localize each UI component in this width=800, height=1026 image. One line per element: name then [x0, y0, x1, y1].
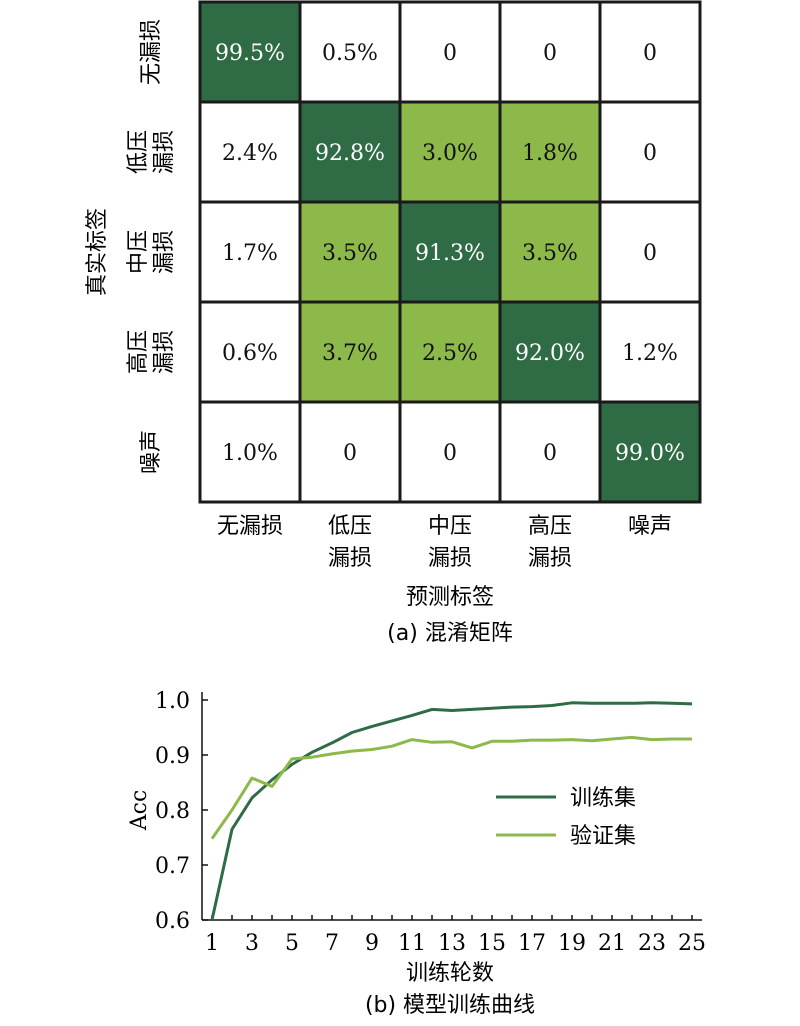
matrix-cell: [298, 0, 402, 104]
x-tick-label: 11: [398, 931, 426, 956]
row-label: 噪声: [139, 430, 164, 474]
y-axis-title-b: Acc: [127, 790, 152, 832]
cell-value: 0: [543, 41, 557, 66]
cell-value: 0.5%: [322, 41, 378, 66]
cell-value: 3.0%: [422, 141, 478, 166]
cell-value: 0: [643, 241, 657, 266]
column-label: 高压: [528, 514, 572, 539]
row-label-line: 高压: [126, 330, 151, 374]
matrix-cell: [498, 200, 602, 304]
x-tick-label: 23: [638, 931, 666, 956]
y-tick-label: 0.9: [155, 744, 190, 769]
matrix-cell: [598, 300, 702, 404]
cell-value: 1.7%: [222, 241, 278, 266]
y-tick-label: 0.8: [155, 799, 190, 824]
cell-value: 2.4%: [222, 141, 278, 166]
y-axis-title: 真实标签: [85, 208, 110, 296]
x-tick-label: 15: [478, 931, 506, 956]
line-chart-series: [210, 701, 693, 921]
y-tick-label: 0.7: [155, 854, 190, 879]
cell-value: 91.3%: [415, 241, 485, 266]
column-label: 漏损: [328, 546, 372, 571]
cell-value: 1.0%: [222, 441, 278, 466]
column-label: 噪声: [628, 514, 672, 539]
column-label: 漏损: [428, 546, 472, 571]
row-label-line: 漏损: [152, 330, 177, 374]
x-axis-title-b: 训练轮数: [406, 961, 494, 986]
x-axis-title: 预测标签: [406, 585, 494, 610]
cell-value: 0: [543, 441, 557, 466]
matrix-border: [198, 0, 702, 504]
cell-value: 0: [643, 41, 657, 66]
x-tick-label: 17: [518, 931, 546, 956]
column-label: 低压: [328, 514, 372, 539]
column-label: 无漏损: [217, 514, 283, 539]
cell-value: 0: [443, 41, 457, 66]
matrix-cell: [398, 100, 502, 204]
cell-value: 99.5%: [215, 41, 285, 66]
row-label: 低压 漏损: [126, 130, 177, 174]
row-label: 中压 漏损: [126, 230, 177, 274]
row-label-line: 漏损: [152, 130, 177, 174]
cell-value: 1.8%: [522, 141, 578, 166]
series-line: [210, 735, 692, 840]
row-label-line: 低压: [126, 130, 151, 174]
matrix-cell: [498, 300, 602, 404]
cell-value: 92.0%: [515, 341, 585, 366]
x-tick-label: 5: [285, 931, 299, 956]
x-tick-label: 13: [438, 931, 466, 956]
caption-b: (b) 模型训练曲线: [365, 993, 535, 1018]
matrix-cell: [298, 400, 402, 504]
row-label-line: 中压: [126, 230, 151, 274]
legend-label: 训练集: [570, 786, 636, 811]
cell-value: 3.5%: [522, 241, 578, 266]
cell-value: 0.6%: [222, 341, 278, 366]
matrix-cell: [398, 400, 502, 504]
x-tick-label: 25: [678, 931, 706, 956]
legend-label: 验证集: [570, 824, 636, 849]
row-label: 无漏损: [139, 19, 164, 85]
row-label: 高压 漏损: [126, 330, 177, 374]
confusion-matrix-grid: 99.5% 0.5% 0 0 0 2.4% 92.8% 3.0% 1.8% 0 1.7% 3.5% 91…: [198, 0, 702, 504]
cell-value: 99.0%: [615, 441, 685, 466]
row-label-line: 噪声: [139, 430, 164, 474]
matrix-cell: [298, 300, 402, 404]
cell-value: 3.5%: [322, 241, 378, 266]
cell-value: 3.7%: [322, 341, 378, 366]
y-tick-label: 0.6: [155, 909, 190, 934]
x-tick-label: 9: [365, 931, 379, 956]
series-line: [210, 701, 693, 921]
column-label: 漏损: [528, 546, 572, 571]
x-tick-label: 19: [558, 931, 586, 956]
cell-value: 92.8%: [315, 141, 385, 166]
line-chart-axes: 0.60.70.80.91.01 3 5 7 9 11 13 15 17 19 21 23 25: [155, 689, 706, 956]
matrix-cell: [598, 100, 702, 204]
x-tick-label: 7: [325, 931, 339, 956]
x-tick-label: 3: [245, 931, 259, 956]
cell-value: 0: [443, 441, 457, 466]
matrix-cell: [298, 200, 402, 304]
y-tick-label: 1.0: [155, 689, 190, 714]
row-label-line: 无漏损: [139, 19, 164, 85]
x-tick-label: 1: [205, 931, 219, 956]
x-tick-label: 21: [598, 931, 626, 956]
caption-a: (a) 混淆矩阵: [387, 621, 513, 646]
cell-value: 1.2%: [622, 341, 678, 366]
cell-value: 0: [643, 141, 657, 166]
cell-value: 2.5%: [422, 341, 478, 366]
cell-value: 0: [343, 441, 357, 466]
column-label: 中压: [428, 514, 472, 539]
row-label-line: 漏损: [152, 230, 177, 274]
